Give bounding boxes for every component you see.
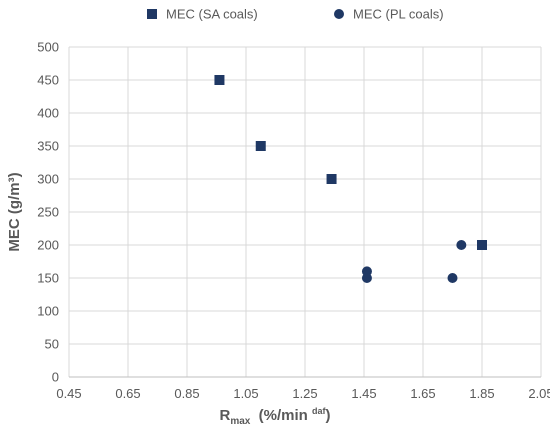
data-point-square <box>214 75 225 85</box>
y-tick-label: 250 <box>37 205 59 220</box>
y-tick-label: 50 <box>45 337 59 352</box>
legend-label: MEC (SA coals) <box>166 7 258 22</box>
y-tick-label: 150 <box>37 271 59 286</box>
y-tick-label: 100 <box>37 304 59 319</box>
x-axis-title-subscript: max <box>230 416 250 427</box>
y-tick-label: 350 <box>37 139 59 154</box>
y-tick-label: 400 <box>37 106 59 121</box>
x-tick-label: 1.05 <box>233 386 258 401</box>
legend: MEC (SA coals) MEC (PL coals) <box>147 7 444 22</box>
x-axis-title-main: R <box>219 407 230 424</box>
y-tick-label: 0 <box>52 370 59 385</box>
data-point-square <box>477 240 487 250</box>
x-tick-label: 1.45 <box>351 386 376 401</box>
x-axis-title-close: ) <box>326 407 331 424</box>
data-point-circle <box>361 273 372 283</box>
x-tick-label: 2.05 <box>528 386 550 401</box>
data-point-circle <box>456 240 467 250</box>
data-point-square <box>326 174 337 184</box>
legend-label: MEC (PL coals) <box>353 7 444 22</box>
x-tick-label: 1.65 <box>410 386 435 401</box>
legend-marker-circle <box>334 9 344 19</box>
x-tick-label: 0.85 <box>174 386 199 401</box>
y-axis-title: MEC (g/m³) <box>6 172 23 251</box>
data-point-circle <box>447 273 458 283</box>
x-tick-label: 0.65 <box>115 386 140 401</box>
marks-layer <box>214 75 487 283</box>
x-axis-title: Rmax (%/min daf) <box>219 406 330 427</box>
x-tick-label: 1.25 <box>292 386 317 401</box>
y-tick-label: 500 <box>37 40 59 55</box>
y-tick-label: 300 <box>37 172 59 187</box>
x-tick-label: 0.45 <box>56 386 81 401</box>
x-axis-title-superscript: daf <box>312 406 327 416</box>
axis-layer: 0.45 0.65 0.85 1.05 1.25 1.45 1.65 1.85 2.05 0 50 1… <box>37 40 550 402</box>
x-axis-title-rest: (%/min <box>250 407 312 424</box>
y-tick-label: 200 <box>37 238 59 253</box>
legend-marker-square <box>147 9 157 19</box>
y-tick-label: 450 <box>37 73 59 88</box>
data-point-square <box>255 141 266 151</box>
grid-layer <box>68 46 542 377</box>
x-tick-label: 1.85 <box>469 386 494 401</box>
